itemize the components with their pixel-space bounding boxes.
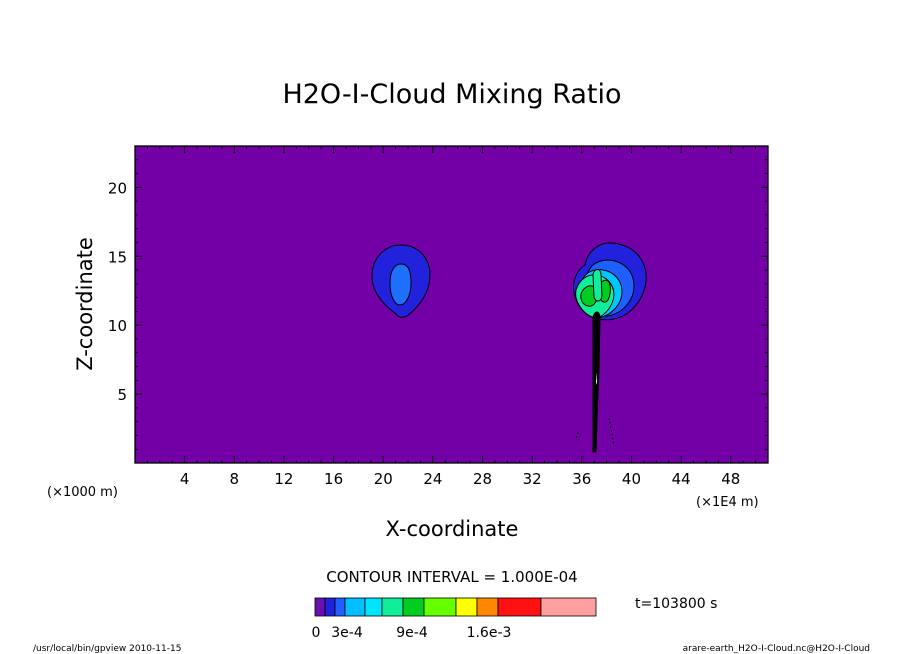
x-tick-label: 24 [423,470,442,488]
colorbar-label: 9e-4 [396,625,428,641]
footer-right: arare-earth_H2O-I-Cloud.nc@H2O-I-Cloud [683,644,870,654]
colorbar-swatch [497,597,542,617]
colorbar-swatch [334,597,346,617]
colorbar-swatch [476,597,499,617]
x-tick-label: 40 [622,470,641,488]
x-unit-right: (×1E4 m) [696,495,759,510]
left-cloud [371,244,431,318]
colorbar-label: 3e-4 [331,625,363,641]
colorbar-swatch [344,597,366,617]
colorbar-swatch [324,597,336,617]
footer-left: /usr/local/bin/gpview 2010-11-15 [33,644,181,654]
colorbar-swatch [455,597,478,617]
x-tick-label: 20 [374,470,393,488]
colorbar-swatch [364,597,383,617]
x-tick-label: 32 [523,470,542,488]
y-tick-label: 10 [108,317,127,335]
x-tick-label: 8 [230,470,240,488]
colorbar [314,597,597,617]
colorbar-label: 0 [312,625,321,641]
colorbar-swatch [540,597,597,617]
x-tick-label: 44 [672,470,691,488]
contour-fills [371,242,647,453]
y-axis-title: Z-coordinate [73,237,97,371]
colorbar-swatch [423,597,457,617]
y-tick-label: 20 [108,179,127,197]
x-unit-left: (×1000 m) [47,485,118,500]
colorbar-swatch [381,597,404,617]
colorbar-labels: 0 3e-4 9e-4 1.6e-3 [312,625,512,641]
plot-frame [134,145,769,464]
x-tick-label: 48 [721,470,740,488]
y-tick-label: 15 [108,248,127,266]
y-axis: 5 10 15 20 [108,159,768,450]
x-tick-label: 4 [180,470,190,488]
colorbar-swatch [314,597,326,617]
x-tick-label: 36 [572,470,591,488]
x-axis: 4 8 12 16 20 24 28 32 36 40 44 48 [147,146,756,488]
x-tick-label: 28 [473,470,492,488]
time-label: t=103800 s [635,596,717,612]
y-tick-label: 5 [117,386,127,404]
right-cloud [573,242,647,453]
x-tick-label: 12 [274,470,293,488]
colorbar-swatch [402,597,425,617]
chart-title: H2O-I-Cloud Mixing Ratio [282,79,621,110]
contour-interval: CONTOUR INTERVAL = 1.000E-04 [326,568,577,586]
x-tick-label: 16 [324,470,343,488]
plot-background [135,146,768,463]
x-axis-title: X-coordinate [386,517,519,541]
colorbar-label: 1.6e-3 [467,625,512,641]
